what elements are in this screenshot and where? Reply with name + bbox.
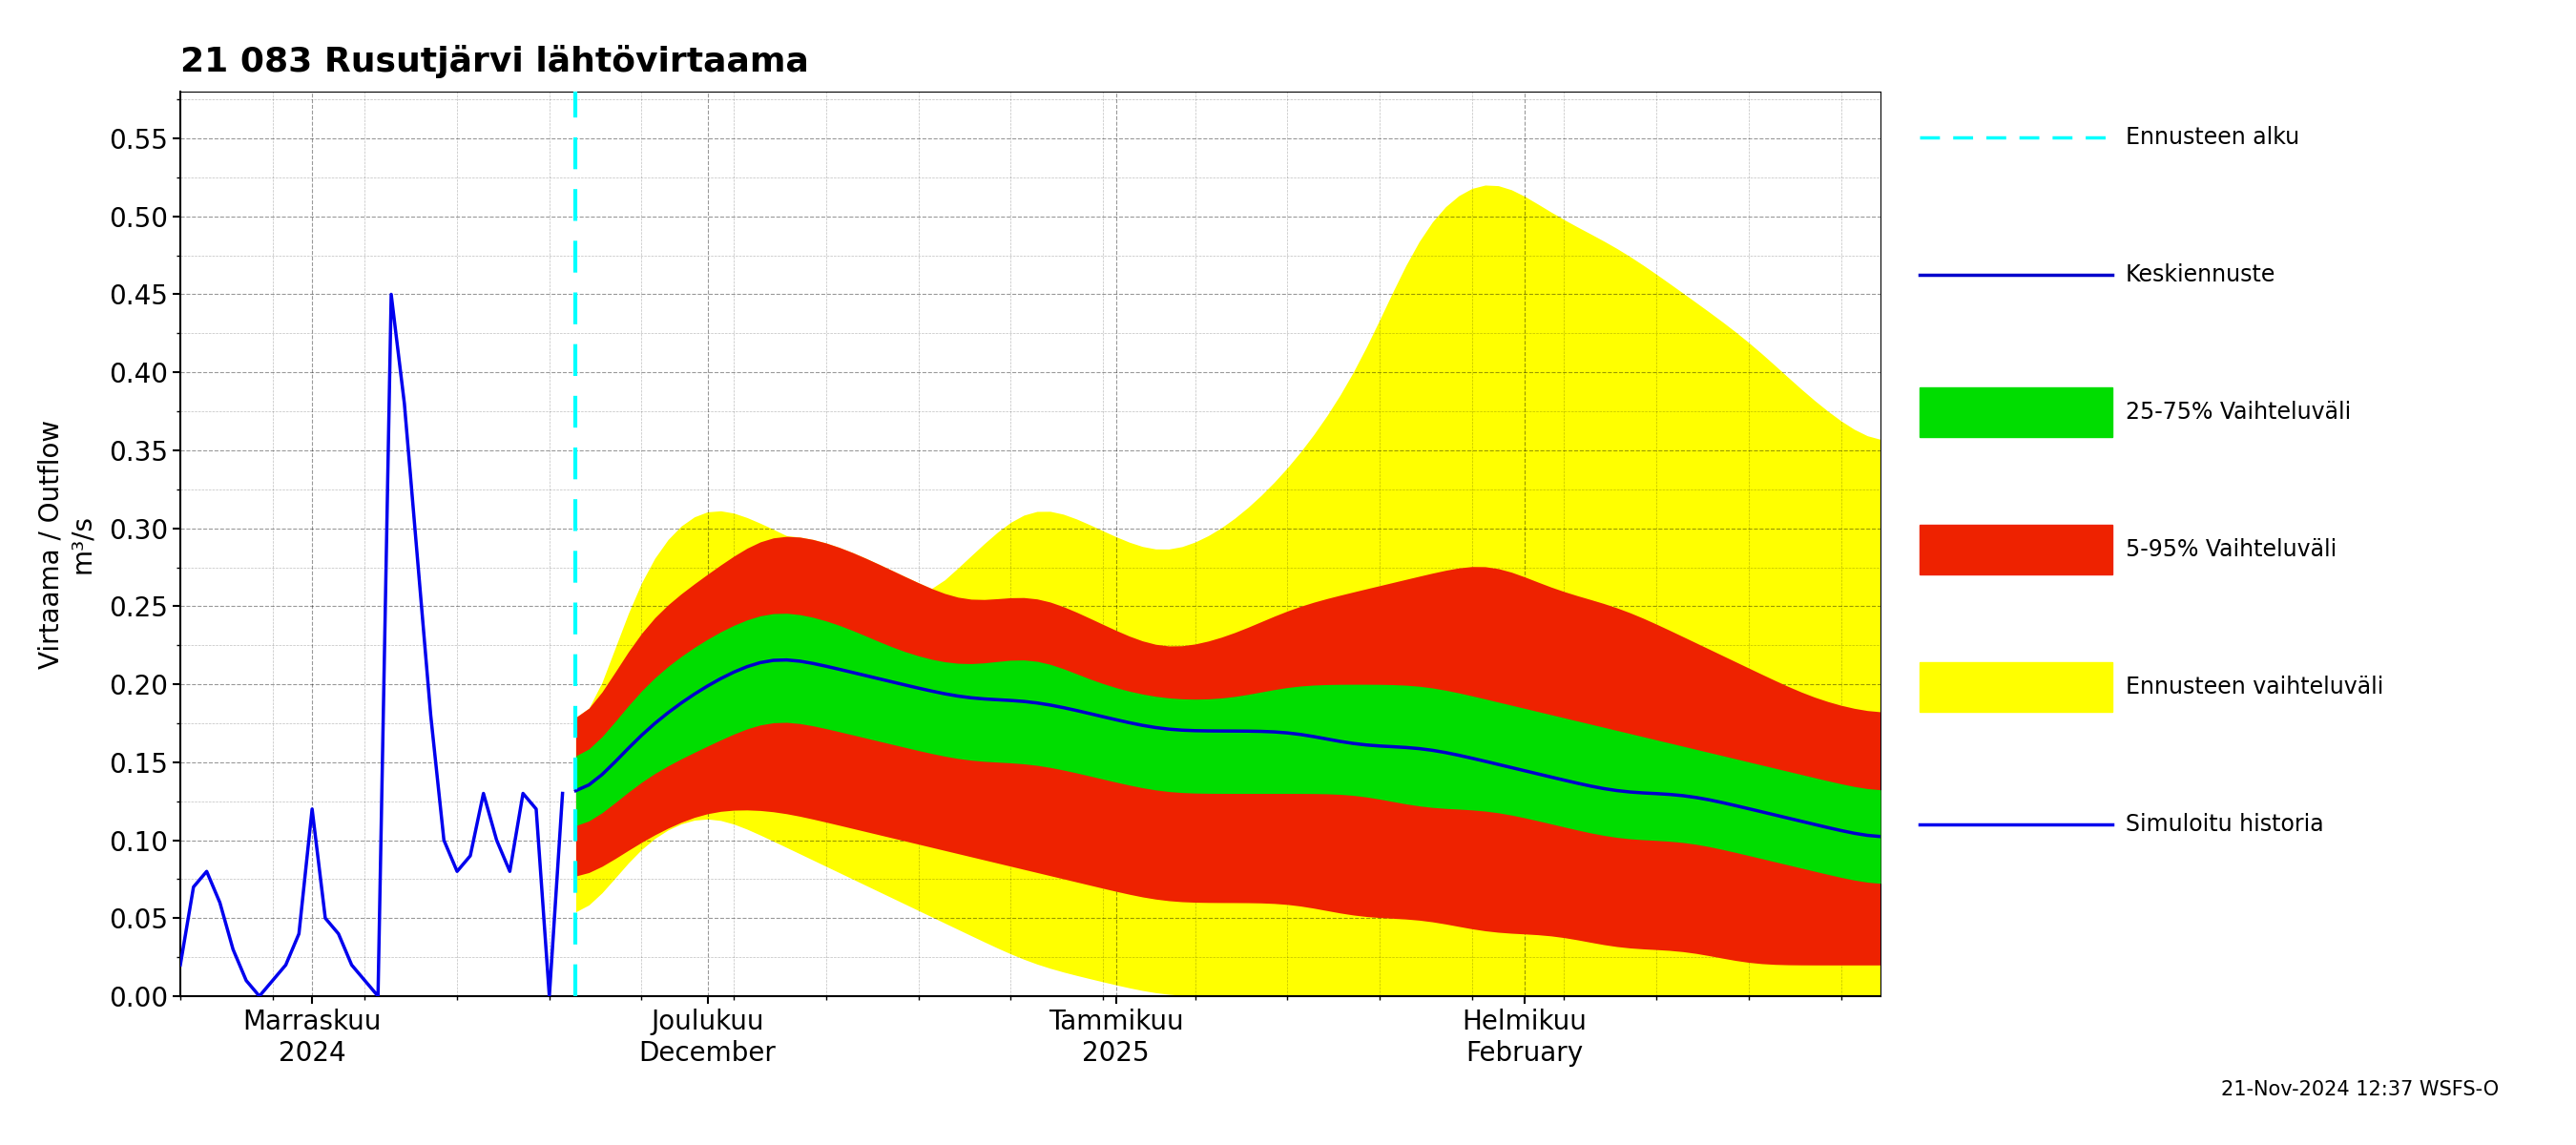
Text: Ennusteen alku: Ennusteen alku <box>2125 126 2298 149</box>
Text: 5-95% Vaihteluväli: 5-95% Vaihteluväli <box>2125 538 2336 561</box>
Y-axis label: Virtaama / Outflow
m³/s: Virtaama / Outflow m³/s <box>39 419 95 669</box>
Text: 21-Nov-2024 12:37 WSFS-O: 21-Nov-2024 12:37 WSFS-O <box>2221 1080 2499 1099</box>
Text: Ennusteen vaihteluväli: Ennusteen vaihteluväli <box>2125 676 2383 698</box>
Text: Simuloitu historia: Simuloitu historia <box>2125 813 2324 836</box>
Text: Keskiennuste: Keskiennuste <box>2125 263 2275 286</box>
Text: 25-75% Vaihteluväli: 25-75% Vaihteluväli <box>2125 401 2349 424</box>
Text: 21 083 Rusutjärvi lähtövirtaama: 21 083 Rusutjärvi lähtövirtaama <box>180 45 809 78</box>
